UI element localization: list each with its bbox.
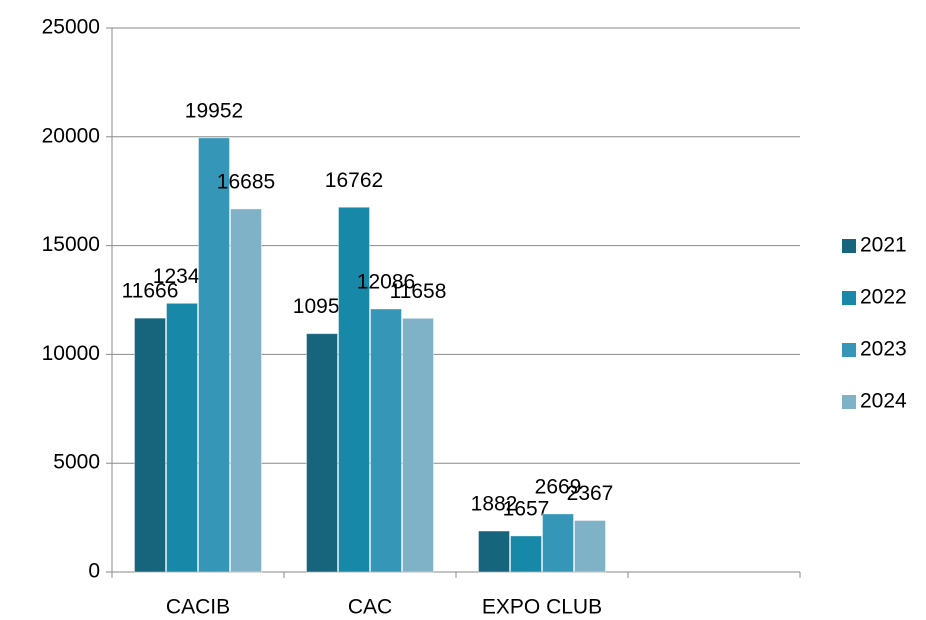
data-label: 2669 (535, 475, 582, 498)
data-label: 19952 (185, 99, 243, 122)
legend-label: 2024 (860, 390, 907, 413)
data-label: 12086 (357, 271, 415, 294)
data-label: 16685 (217, 170, 275, 193)
x-tick-label: CAC (348, 596, 392, 619)
bar (370, 308, 402, 573)
y-tick-label: 10000 (42, 342, 100, 365)
data-label: 10953 (293, 295, 351, 318)
legend-label: 2022 (860, 286, 907, 309)
data-label: 11666 (122, 280, 179, 303)
y-tick-label: 20000 (42, 124, 100, 147)
legend-swatch (842, 395, 856, 409)
bar (574, 519, 606, 573)
bar (510, 535, 542, 573)
bar (166, 302, 198, 573)
y-tick-label: 15000 (42, 233, 100, 256)
legend-swatch (842, 343, 856, 357)
data-label: 12347 (153, 265, 211, 288)
data-label: 2367 (567, 482, 614, 505)
legend-label: 2021 (860, 234, 907, 257)
x-tick-label: CACIB (166, 596, 230, 619)
bar (134, 317, 166, 573)
y-tick-label: 25000 (42, 16, 100, 39)
bar (478, 530, 510, 573)
bar (402, 317, 434, 573)
bar (306, 333, 338, 573)
bar (198, 137, 230, 573)
legend-swatch (842, 239, 856, 253)
data-label: 1882 (471, 493, 518, 516)
legend-label: 2023 (860, 338, 907, 361)
data-label: 16762 (325, 169, 383, 192)
y-tick-label: 0 (88, 560, 100, 583)
data-label: 11658 (390, 280, 447, 303)
legend-swatch (842, 291, 856, 305)
bar (230, 208, 262, 573)
y-tick-label: 5000 (53, 451, 100, 474)
x-tick-label: EXPO CLUB (482, 596, 602, 619)
data-label: 1657 (503, 497, 550, 520)
bar (542, 513, 574, 573)
bar (338, 206, 370, 573)
